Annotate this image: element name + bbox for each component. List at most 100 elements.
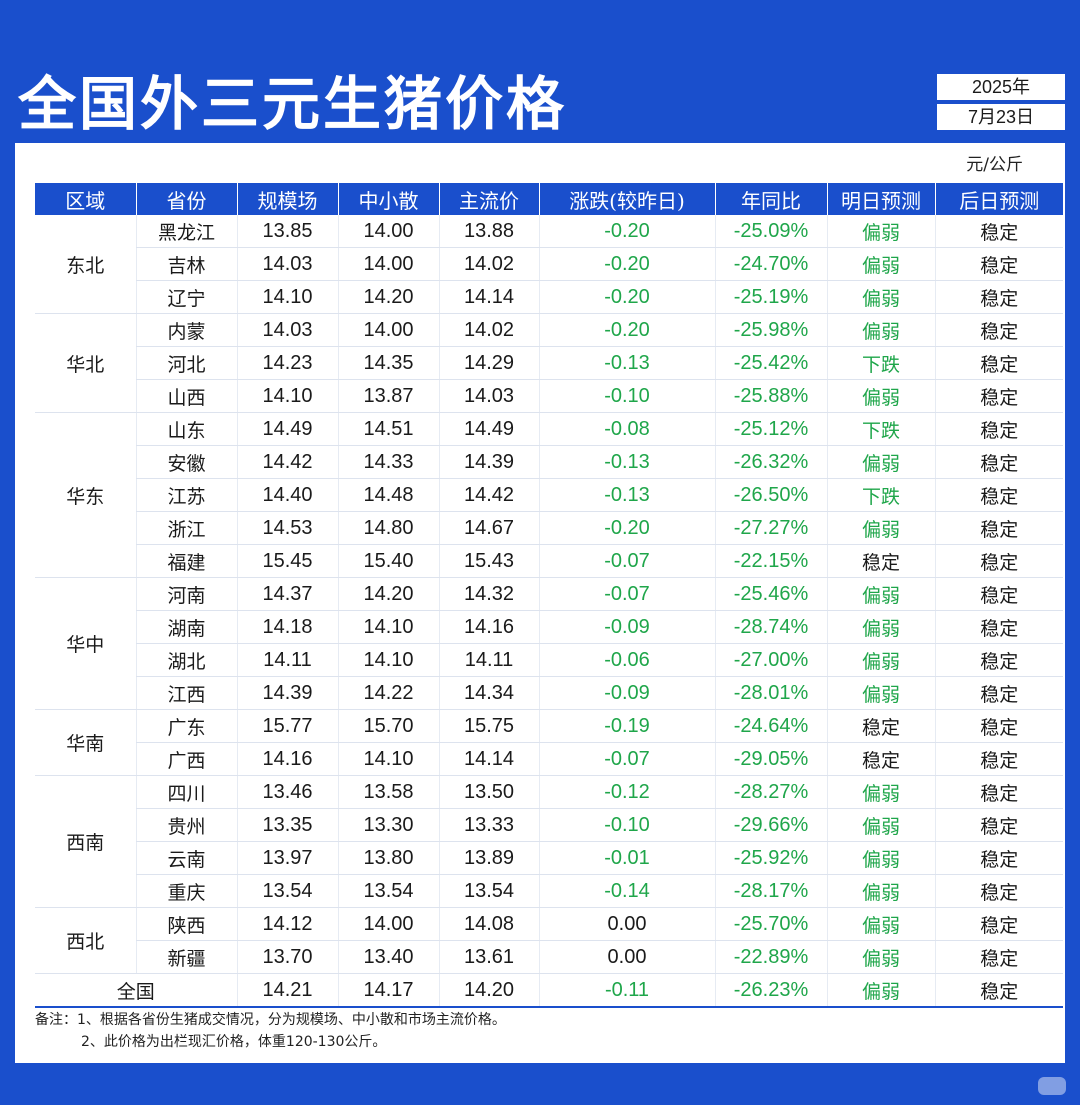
column-header: 主流价	[439, 183, 540, 215]
province-cell: 贵州	[135, 808, 237, 842]
table-row: 江西 14.39 14.22 14.34 -0.09 -28.01% 偏弱 稳定	[35, 676, 1063, 710]
scale-farm-price-cell: 14.10	[236, 280, 338, 314]
yoy-change-cell: -27.00%	[714, 643, 827, 677]
table-row: 东北 黑龙江 13.85 14.00 13.88 -0.20 -25.09% 偏弱 稳定	[35, 215, 1063, 314]
table-row: 吉林 14.03 14.00 14.02 -0.20 -24.70% 偏弱 稳定	[35, 247, 1063, 281]
scale-farm-price-cell: 14.10	[236, 379, 338, 413]
table-body: 东北 黑龙江 13.85 14.00 13.88 -0.20 -25.09% 偏弱 稳定 吉林 14…	[35, 215, 1063, 1008]
day-after-forecast-cell: 稳定	[934, 808, 1063, 842]
table-row: 辽宁 14.10 14.20 14.14 -0.20 -25.19% 偏弱 稳定	[35, 280, 1063, 314]
mainstream-price-cell: 14.02	[438, 247, 539, 281]
scale-farm-price-cell: 14.03	[236, 247, 338, 281]
price-table: 区域 省份 规模场 中小散 主流价 涨跌(较昨日) 年同比 明日预测 后日预测 东北 黑龙江 13.…	[35, 183, 1063, 1008]
daily-change-cell: -0.07	[538, 742, 715, 776]
page-title: 全国外三元生猪价格	[18, 70, 568, 138]
day-after-forecast-cell: 稳定	[934, 643, 1063, 677]
small-farm-price-cell: 14.33	[337, 445, 439, 479]
mainstream-price-cell: 14.49	[438, 412, 539, 446]
small-farm-price-cell: 14.10	[337, 643, 439, 677]
day-after-forecast-cell: 稳定	[934, 841, 1063, 875]
daily-change-cell: -0.09	[538, 676, 715, 710]
date-year: 2025年	[937, 74, 1065, 100]
province-cell: 云南	[135, 841, 237, 875]
scale-farm-price-cell: 13.46	[236, 775, 338, 809]
scale-farm-price-cell: 14.03	[236, 313, 338, 347]
daily-change-cell: -0.20	[538, 280, 715, 314]
watermark-badge	[1038, 1077, 1066, 1095]
mainstream-price-cell: 14.08	[438, 907, 539, 941]
yoy-change-cell: -25.92%	[714, 841, 827, 875]
national-row: 全国 14.21 14.17 14.20 -0.11 -26.23% 偏弱 稳定	[35, 973, 1063, 1008]
column-header: 年同比	[715, 183, 828, 215]
day-after-forecast-cell: 稳定	[934, 511, 1063, 545]
yoy-change-cell: -25.88%	[714, 379, 827, 413]
column-header: 后日预测	[935, 183, 1063, 215]
small-farm-price-cell: 13.54	[337, 874, 439, 908]
daily-change-cell: -0.06	[538, 643, 715, 677]
yoy-change-cell: -24.64%	[714, 709, 827, 743]
day-after-forecast-cell: 稳定	[934, 577, 1063, 611]
table-row: 山西 14.10 13.87 14.03 -0.10 -25.88% 偏弱 稳定	[35, 379, 1063, 413]
yoy-change-cell: -25.42%	[714, 346, 827, 380]
table-row: 新疆 13.70 13.40 13.61 0.00 -22.89% 偏弱 稳定	[35, 940, 1063, 974]
scale-farm-price-cell: 13.70	[236, 940, 338, 974]
tomorrow-forecast-cell: 偏弱	[826, 577, 935, 611]
small-farm-price-cell: 14.35	[337, 346, 439, 380]
national-label-cell: 全国	[35, 973, 237, 1008]
yoy-change-cell: -25.98%	[714, 313, 827, 347]
daily-change-cell: -0.20	[538, 313, 715, 347]
day-after-forecast-cell: 稳定	[934, 280, 1063, 314]
mainstream-price-cell: 14.16	[438, 610, 539, 644]
mainstream-price-cell: 14.39	[438, 445, 539, 479]
scale-farm-price-cell: 14.21	[236, 973, 338, 1008]
scale-farm-price-cell: 14.39	[236, 676, 338, 710]
yoy-change-cell: -25.46%	[714, 577, 827, 611]
table-row: 广西 14.16 14.10 14.14 -0.07 -29.05% 稳定 稳定	[35, 742, 1063, 776]
note-1: 备注：1、根据各省份生猪成交情况，分为规模场、中小散和市场主流价格。	[35, 1012, 506, 1028]
mainstream-price-cell: 13.54	[438, 874, 539, 908]
province-cell: 新疆	[135, 940, 237, 974]
tomorrow-forecast-cell: 偏弱	[826, 643, 935, 677]
mainstream-price-cell: 13.88	[438, 215, 539, 248]
yoy-change-cell: -26.50%	[714, 478, 827, 512]
daily-change-cell: -0.10	[538, 808, 715, 842]
scale-farm-price-cell: 13.85	[236, 215, 338, 248]
province-cell: 河北	[135, 346, 237, 380]
day-after-forecast-cell: 稳定	[934, 544, 1063, 578]
daily-change-cell: -0.01	[538, 841, 715, 875]
province-cell: 吉林	[135, 247, 237, 281]
mainstream-price-cell: 15.75	[438, 709, 539, 743]
scale-farm-price-cell: 14.53	[236, 511, 338, 545]
date-box: 2025年 7月23日	[937, 74, 1065, 130]
yoy-change-cell: -24.70%	[714, 247, 827, 281]
small-farm-price-cell: 13.30	[337, 808, 439, 842]
mainstream-price-cell: 14.14	[438, 742, 539, 776]
table-row: 浙江 14.53 14.80 14.67 -0.20 -27.27% 偏弱 稳定	[35, 511, 1063, 545]
region-cell: 华东	[35, 412, 136, 578]
scale-farm-price-cell: 14.12	[236, 907, 338, 941]
province-cell: 湖南	[135, 610, 237, 644]
table-row: 云南 13.97 13.80 13.89 -0.01 -25.92% 偏弱 稳定	[35, 841, 1063, 875]
yoy-change-cell: -28.27%	[714, 775, 827, 809]
province-cell: 湖北	[135, 643, 237, 677]
province-cell: 重庆	[135, 874, 237, 908]
region-cell: 西北	[35, 907, 136, 974]
mainstream-price-cell: 14.14	[438, 280, 539, 314]
yoy-change-cell: -25.70%	[714, 907, 827, 941]
province-cell: 内蒙	[135, 313, 237, 347]
mainstream-price-cell: 14.32	[438, 577, 539, 611]
day-after-forecast-cell: 稳定	[934, 215, 1063, 248]
province-cell: 江苏	[135, 478, 237, 512]
day-after-forecast-cell: 稳定	[934, 313, 1063, 347]
small-farm-price-cell: 13.58	[337, 775, 439, 809]
scale-farm-price-cell: 13.35	[236, 808, 338, 842]
daily-change-cell: -0.07	[538, 577, 715, 611]
small-farm-price-cell: 14.48	[337, 478, 439, 512]
small-farm-price-cell: 14.22	[337, 676, 439, 710]
mainstream-price-cell: 14.67	[438, 511, 539, 545]
tomorrow-forecast-cell: 偏弱	[826, 874, 935, 908]
small-farm-price-cell: 14.20	[337, 280, 439, 314]
small-farm-price-cell: 14.10	[337, 610, 439, 644]
day-after-forecast-cell: 稳定	[934, 478, 1063, 512]
day-after-forecast-cell: 稳定	[934, 610, 1063, 644]
